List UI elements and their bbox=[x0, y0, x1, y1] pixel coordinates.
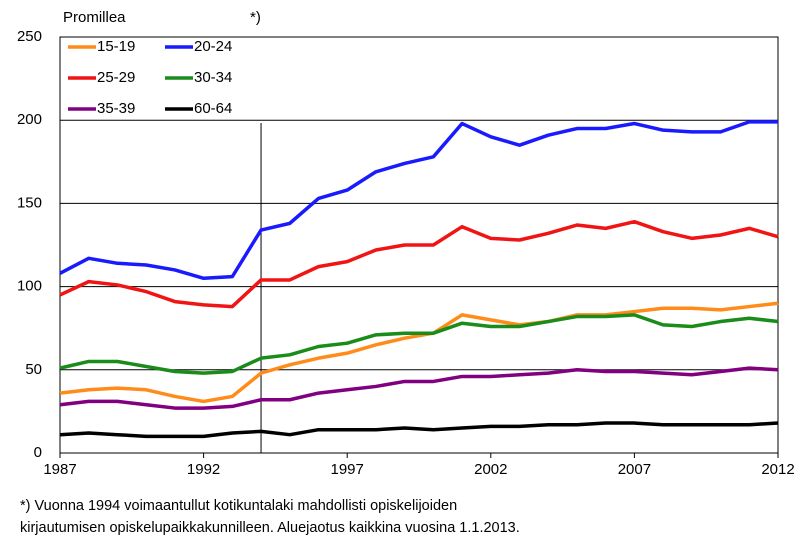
legend-label: 30-34 bbox=[194, 69, 232, 86]
series-line bbox=[59, 366, 779, 410]
legend-label: 20-24 bbox=[194, 38, 232, 55]
series-line bbox=[59, 301, 779, 404]
legend-label: 15-19 bbox=[97, 38, 135, 55]
y-tick-label: 250 bbox=[17, 28, 42, 45]
plot-frame bbox=[59, 36, 779, 454]
x-tick-label: 1987 bbox=[43, 461, 76, 478]
annotation: *) bbox=[250, 9, 261, 26]
series-line bbox=[59, 219, 779, 309]
y-axis-label: Promillea bbox=[63, 9, 126, 26]
y-tick-label: 100 bbox=[17, 278, 42, 295]
series-line bbox=[59, 120, 778, 281]
x-tick-label: 1992 bbox=[187, 461, 220, 478]
footnote: kirjautumisen opiskelupaikkakunnilleen. … bbox=[20, 520, 520, 536]
y-tick-label: 50 bbox=[25, 361, 42, 378]
y-tick-label: 150 bbox=[17, 194, 42, 211]
x-tick-label: 1997 bbox=[331, 461, 364, 478]
x-tick-label: 2012 bbox=[761, 461, 794, 478]
x-tick-label: 2002 bbox=[474, 461, 507, 478]
series-line bbox=[59, 421, 779, 439]
legend-label: 35-39 bbox=[97, 100, 135, 117]
y-tick-label: 200 bbox=[17, 111, 42, 128]
y-tick-label: 0 bbox=[34, 444, 42, 461]
footnote: *) Vuonna 1994 voimaantullut kotikuntala… bbox=[20, 498, 457, 514]
series-line bbox=[59, 313, 779, 375]
legend-label: 60-64 bbox=[194, 100, 232, 117]
x-tick-label: 2007 bbox=[618, 461, 651, 478]
legend-label: 25-29 bbox=[97, 69, 135, 86]
